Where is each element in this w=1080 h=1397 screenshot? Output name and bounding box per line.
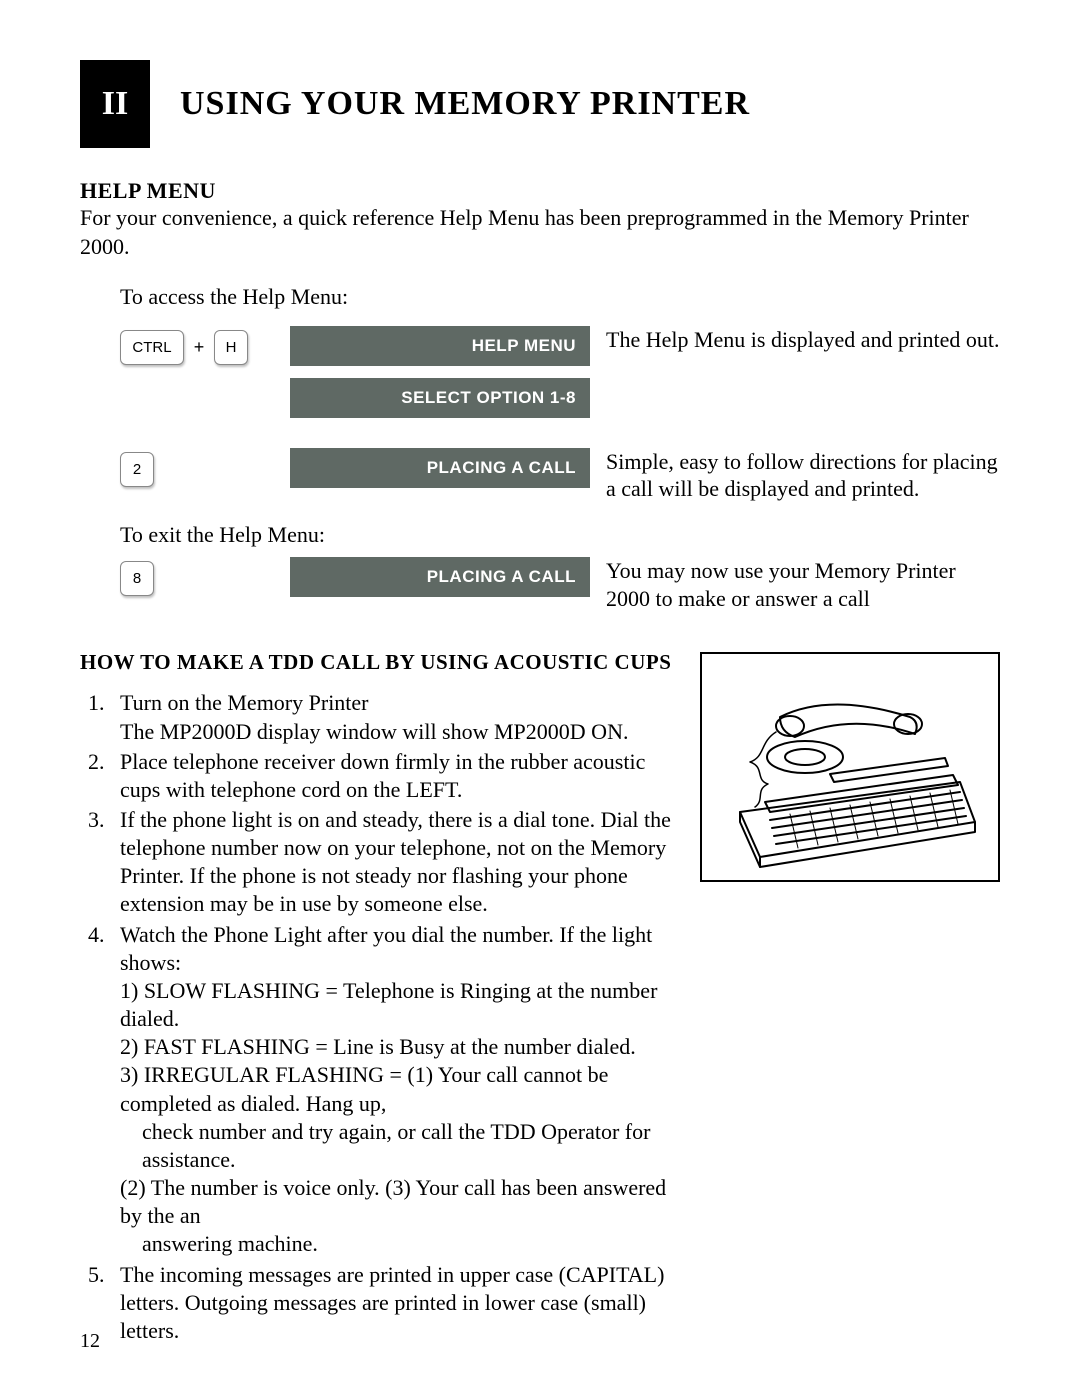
- step-4g: answering machine.: [120, 1230, 680, 1258]
- step-3: If the phone light is on and steady, the…: [120, 806, 680, 919]
- step-1b: The MP2000D display window will show MP2…: [120, 718, 680, 746]
- access-help-label: To access the Help Menu:: [80, 283, 1000, 312]
- step-4c: 2) FAST FLASHING = Line is Busy at the n…: [120, 1033, 680, 1061]
- tdd-steps: Turn on the Memory Printer The MP2000D d…: [80, 689, 680, 1345]
- key-combo: CTRL + H: [120, 326, 290, 365]
- help-row-2: 2 PLACING A CALL Simple, easy to follow …: [80, 448, 1000, 503]
- display-select-option: SELECT OPTION 1-8: [290, 378, 590, 418]
- step-1: Turn on the Memory Printer The MP2000D d…: [120, 689, 680, 745]
- exit-help-label: To exit the Help Menu:: [80, 521, 1000, 550]
- display-placing-call-2: PLACING A CALL: [290, 557, 590, 597]
- help-row-1: CTRL + H HELP MENU SELECT OPTION 1-8 The…: [80, 326, 1000, 430]
- key-col-2: 2: [120, 448, 290, 487]
- display-placing-call-1: PLACING A CALL: [290, 448, 590, 488]
- help-intro-text: For your convenience, a quick reference …: [80, 204, 1000, 261]
- chapter-title: USING YOUR MEMORY PRINTER: [180, 85, 750, 123]
- desc-1: The Help Menu is displayed and printed o…: [590, 326, 1000, 354]
- ctrl-key: CTRL: [120, 330, 184, 365]
- display-col-1: HELP MENU SELECT OPTION 1-8: [290, 326, 590, 430]
- step-1a: Turn on the Memory Printer: [120, 690, 369, 715]
- page-number: 12: [80, 1330, 100, 1353]
- step-5: The incoming messages are printed in upp…: [120, 1261, 680, 1345]
- step-4a: Watch the Phone Light after you dial the…: [120, 922, 652, 975]
- desc-3: You may now use your Memory Printer 2000…: [590, 557, 1000, 612]
- plus-icon: +: [190, 337, 208, 358]
- desc-2: Simple, easy to follow directions for pl…: [590, 448, 1000, 503]
- step-4b: 1) SLOW FLASHING = Telephone is Ringing …: [120, 977, 680, 1033]
- step-2: Place telephone receiver down firmly in …: [120, 748, 680, 804]
- display-col-3: PLACING A CALL: [290, 557, 590, 609]
- step-4e: check number and try again, or call the …: [120, 1118, 680, 1174]
- help-row-3: 8 PLACING A CALL You may now use your Me…: [80, 557, 1000, 612]
- display-help-menu: HELP MENU: [290, 326, 590, 366]
- key-8: 8: [120, 561, 154, 596]
- key-col-3: 8: [120, 557, 290, 596]
- tdd-heading: HOW TO MAKE A TDD CALL BY USING ACOUSTIC…: [80, 650, 680, 675]
- chapter-number-box: II: [80, 60, 150, 148]
- key-2: 2: [120, 452, 154, 487]
- step-4: Watch the Phone Light after you dial the…: [120, 921, 680, 1259]
- printer-svg-icon: [710, 662, 990, 872]
- chapter-header: II USING YOUR MEMORY PRINTER: [80, 60, 1000, 148]
- step-4f: (2) The number is voice only. (3) Your c…: [120, 1174, 680, 1230]
- printer-illustration: [700, 652, 1000, 882]
- step-4d: 3) IRREGULAR FLASHING = (1) Your call ca…: [120, 1061, 680, 1117]
- help-menu-heading: HELP MENU: [80, 178, 1000, 204]
- tdd-section: HOW TO MAKE A TDD CALL BY USING ACOUSTIC…: [80, 650, 1000, 1347]
- display-col-2: PLACING A CALL: [290, 448, 590, 500]
- h-key: H: [214, 330, 248, 365]
